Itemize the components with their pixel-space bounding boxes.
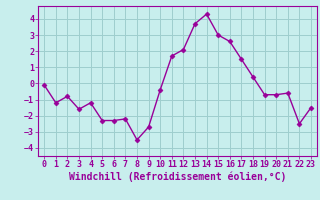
X-axis label: Windchill (Refroidissement éolien,°C): Windchill (Refroidissement éolien,°C) [69,172,286,182]
